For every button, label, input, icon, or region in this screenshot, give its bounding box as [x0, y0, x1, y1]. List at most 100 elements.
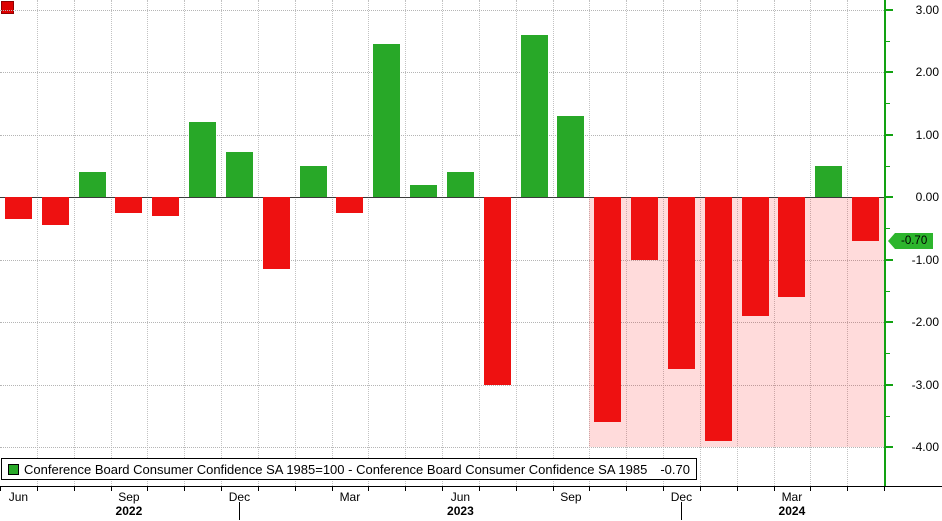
- bar-oct-2022: [152, 197, 180, 216]
- y-minor-tick: [886, 353, 890, 355]
- y-tick: [886, 321, 893, 323]
- y-tick: [886, 383, 893, 386]
- x-axis-line: [0, 486, 942, 487]
- v-gridline: [184, 0, 186, 486]
- x-tick: [110, 487, 112, 491]
- badge-value: -0.70: [895, 232, 934, 249]
- v-gridline: [478, 0, 480, 486]
- v-gridline: [589, 0, 591, 486]
- y-tick-label: -1.00: [911, 252, 939, 267]
- x-tick: [331, 487, 333, 491]
- x-year-label: 2022: [115, 504, 143, 518]
- v-gridline: [110, 0, 112, 486]
- bar-dec-2023: [667, 197, 695, 369]
- bar-may-2023: [410, 184, 438, 197]
- v-gridline: [405, 0, 407, 486]
- bar-sep-2022: [115, 197, 143, 213]
- year-separator: [239, 502, 241, 520]
- y-tick: [886, 8, 893, 11]
- bar-feb-2023: [299, 165, 327, 197]
- x-month-label: Dec: [670, 490, 693, 504]
- y-tick: [886, 446, 893, 448]
- bar-aug-2022: [78, 172, 106, 197]
- x-tick: [515, 487, 517, 491]
- plot-area: [0, 0, 884, 486]
- x-tick: [0, 487, 1, 491]
- x-month-label: Mar: [781, 490, 803, 504]
- x-month-label: Jun: [8, 490, 29, 504]
- bar-may-2024: [852, 197, 880, 241]
- y-minor-tick: [886, 165, 890, 167]
- bar-jun-2023: [446, 172, 474, 197]
- x-tick: [36, 487, 38, 491]
- bar-nov-2023: [631, 197, 659, 260]
- v-gridline: [736, 0, 738, 486]
- v-gridline: [36, 0, 38, 486]
- v-gridline: [810, 0, 812, 486]
- x-tick: [478, 487, 480, 491]
- x-tick: [294, 487, 296, 491]
- legend-swatch-icon: [8, 463, 19, 475]
- bar-jul-2023: [483, 197, 511, 385]
- x-tick: [147, 487, 149, 491]
- legend-value: -0.70: [660, 461, 690, 477]
- v-gridline: [331, 0, 333, 486]
- bar-aug-2023: [520, 34, 548, 197]
- v-gridline: [663, 0, 664, 486]
- badge-arrow-icon: [888, 232, 895, 249]
- y-tick-label: -2.00: [911, 315, 939, 329]
- zero-line: [0, 197, 884, 198]
- bar-mar-2024: [778, 197, 806, 297]
- y-minor-tick: [886, 40, 890, 42]
- bar-apr-2024: [815, 165, 843, 197]
- y-tick-label: 0.00: [915, 190, 939, 204]
- x-month-label: Jun: [450, 490, 471, 504]
- y-minor-tick: [886, 415, 890, 417]
- x-tick: [368, 487, 370, 491]
- x-tick: [773, 487, 775, 491]
- bar-sep-2023: [557, 115, 585, 197]
- x-tick: [221, 487, 222, 491]
- x-month-label: Sep: [560, 490, 582, 504]
- v-gridline: [73, 0, 75, 486]
- x-month-label: Dec: [228, 490, 251, 504]
- x-tick: [699, 487, 701, 491]
- y-axis-line: [884, 0, 886, 487]
- h-gridline: [0, 259, 884, 261]
- y-tick-label: 2.00: [915, 65, 939, 79]
- v-gridline: [515, 0, 517, 486]
- y-tick-label: 3.00: [915, 2, 939, 17]
- year-separator: [681, 502, 683, 520]
- y-minor-tick: [886, 290, 890, 292]
- v-gridline: [147, 0, 149, 486]
- h-gridline: [0, 72, 884, 73]
- x-tick: [847, 487, 849, 491]
- y-tick-label: 1.00: [915, 127, 939, 142]
- h-gridline: [0, 447, 884, 448]
- x-tick: [736, 487, 738, 491]
- y-tick: [886, 71, 893, 73]
- y-minor-tick: [886, 103, 890, 105]
- x-tick: [257, 487, 259, 491]
- y-tick-label: -4.00: [911, 440, 939, 454]
- logo-icon: [1, 1, 14, 14]
- h-gridline: [0, 9, 884, 11]
- y-tick-label: -3.00: [911, 377, 939, 392]
- v-gridline: [552, 0, 554, 486]
- x-tick: [442, 487, 443, 491]
- h-gridline: [0, 134, 884, 136]
- x-tick: [589, 487, 591, 491]
- x-tick: [405, 487, 407, 491]
- x-tick: [884, 487, 885, 491]
- legend-label: Conference Board Consumer Confidence SA …: [24, 461, 648, 477]
- x-axis: Jun Sep Dec Mar Jun Sep Dec Mar 2022 2023 2024: [0, 487, 942, 521]
- bar-oct-2023: [594, 197, 622, 422]
- y-minor-tick: [886, 228, 890, 230]
- v-gridline: [368, 0, 370, 486]
- legend: Conference Board Consumer Confidence SA …: [1, 458, 697, 480]
- v-gridline: [257, 0, 259, 486]
- x-year-label: 2024: [778, 504, 806, 518]
- v-gridline: [626, 0, 628, 486]
- x-month-label: Mar: [339, 490, 361, 504]
